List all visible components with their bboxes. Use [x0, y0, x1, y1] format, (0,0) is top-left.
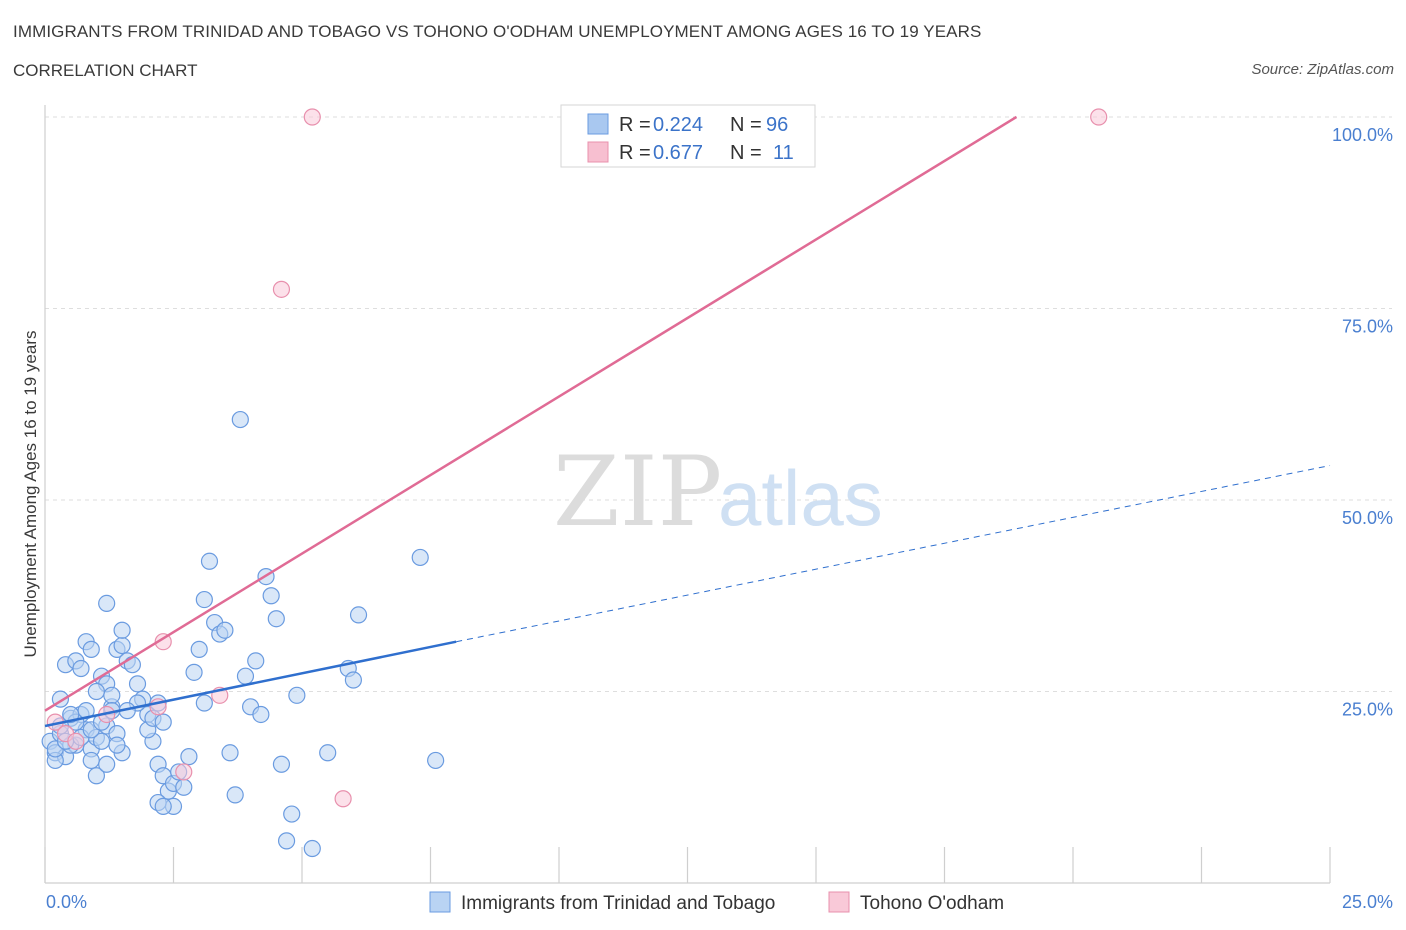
point-trinidad	[82, 751, 100, 770]
point-tohono	[67, 732, 85, 750]
trend-lines	[44, 115, 1331, 728]
point-trinidad	[231, 410, 249, 429]
data-points	[41, 108, 1108, 858]
y-tick-label: 25.0%	[1342, 700, 1393, 720]
y-axis-label: Unemployment Among Ages 16 to 19 years	[21, 331, 40, 658]
legend-r-value: 0.677	[653, 142, 703, 164]
point-tohono	[154, 633, 172, 651]
point-trinidad	[87, 767, 106, 785]
watermark: ZIP atlas	[553, 436, 883, 548]
point-tohono	[1090, 108, 1108, 126]
point-trinidad	[267, 610, 285, 628]
point-trinidad	[427, 751, 445, 770]
point-trinidad	[103, 686, 121, 704]
point-tohono	[272, 280, 291, 298]
point-trinidad	[236, 667, 255, 685]
bottom-legend-swatch-blue	[429, 891, 451, 913]
point-trinidad	[98, 594, 116, 613]
point-trinidad	[113, 621, 131, 639]
point-trinidad	[113, 636, 131, 655]
point-trinidad	[272, 755, 291, 773]
point-trinidad	[82, 640, 100, 658]
point-trinidad	[62, 705, 80, 724]
point-trinidad	[154, 713, 172, 731]
point-trinidad	[262, 587, 280, 605]
point-trinidad	[303, 839, 321, 858]
legend-swatch-pink	[587, 141, 609, 163]
point-trinidad	[175, 778, 193, 796]
y-tick-label: 100.0%	[1332, 125, 1393, 145]
x-tick-labels: 0.0% 25.0%	[46, 892, 1393, 912]
point-tohono	[334, 790, 352, 808]
point-trinidad	[185, 663, 203, 681]
point-trinidad	[226, 786, 244, 804]
legend-r-label: R =	[619, 114, 651, 136]
grid-lines	[45, 116, 1392, 692]
trend-line-trinidad-extension	[456, 465, 1331, 643]
y-tick-label: 75.0%	[1342, 317, 1393, 337]
point-trinidad	[411, 548, 429, 567]
chart-subtitle: CORRELATION CHART	[13, 61, 198, 80]
bottom-legend-label: Immigrants from Trinidad and Tobago	[461, 893, 775, 914]
point-trinidad	[221, 744, 239, 762]
point-trinidad	[288, 686, 306, 704]
legend-n-label: N =	[730, 114, 762, 136]
point-trinidad	[195, 590, 213, 609]
legend-n-value: 11	[773, 142, 794, 164]
point-trinidad	[128, 675, 147, 693]
point-trinidad	[216, 621, 234, 639]
y-tick-label: 50.0%	[1342, 508, 1393, 528]
y-tick-labels: 25.0% 50.0% 75.0% 100.0%	[1332, 125, 1393, 720]
x-tick-label: 0.0%	[46, 892, 87, 912]
trend-line-trinidad	[44, 640, 457, 728]
point-trinidad	[87, 682, 106, 701]
trend-line-tohono	[44, 115, 1018, 712]
point-trinidad	[283, 805, 301, 823]
x-tick-label: 25.0%	[1342, 892, 1393, 912]
bottom-legend-swatch-pink	[828, 891, 850, 913]
legend: R = 0.224 N = 96 R = 0.677 N = 11	[560, 104, 816, 168]
bottom-legend: Immigrants from Trinidad and Tobago Toho…	[429, 891, 1004, 914]
legend-n-label: N =	[730, 142, 762, 164]
point-tohono	[175, 763, 193, 781]
point-trinidad	[349, 606, 368, 624]
axes	[44, 105, 1331, 884]
source-label: Source: ZipAtlas.com	[1251, 61, 1394, 78]
point-trinidad	[195, 694, 213, 712]
bottom-legend-label: Tohono O'odham	[860, 893, 1004, 914]
legend-r-label: R =	[619, 142, 651, 164]
watermark-zip: ZIP	[553, 436, 722, 548]
legend-swatch-blue	[587, 113, 609, 135]
legend-r-value: 0.224	[653, 114, 703, 136]
point-trinidad	[200, 552, 219, 570]
point-trinidad	[108, 736, 126, 754]
point-trinidad	[180, 748, 198, 766]
point-tohono	[303, 108, 321, 126]
point-trinidad	[154, 797, 172, 816]
point-trinidad	[319, 744, 337, 762]
point-trinidad	[277, 832, 296, 850]
point-trinidad	[98, 755, 116, 773]
point-trinidad	[252, 705, 270, 724]
point-trinidad	[72, 659, 90, 678]
legend-n-value: 96	[766, 114, 788, 136]
point-trinidad	[190, 640, 208, 658]
point-trinidad	[247, 652, 265, 670]
point-trinidad	[123, 656, 141, 674]
watermark-atlas: atlas	[718, 454, 883, 542]
point-trinidad	[344, 671, 362, 689]
chart-title: IMMIGRANTS FROM TRINIDAD AND TOBAGO VS T…	[13, 22, 982, 41]
